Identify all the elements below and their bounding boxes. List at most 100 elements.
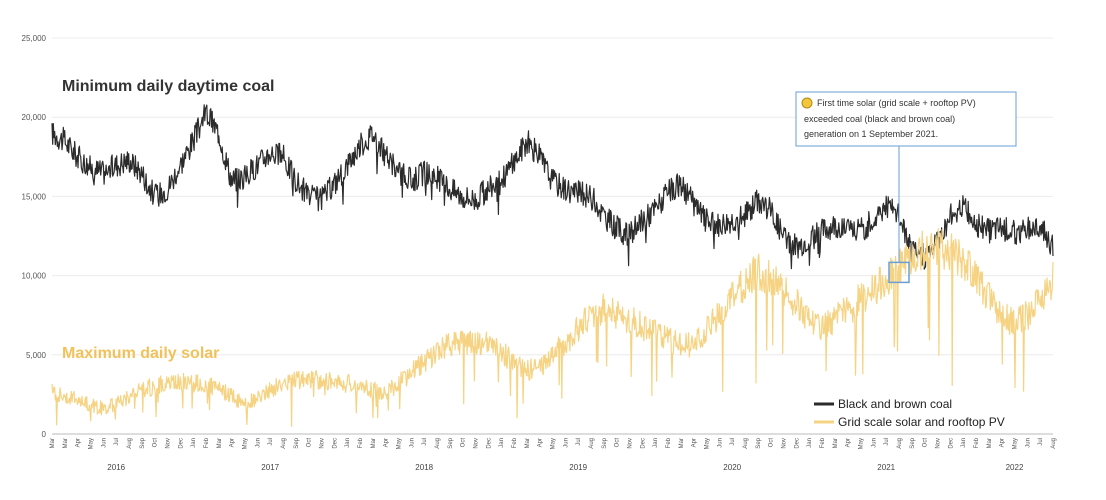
- x-tick-label: Nov: [166, 438, 172, 449]
- x-tick-label: Mar: [63, 438, 69, 448]
- x-tick-label: Nov: [936, 438, 942, 449]
- x-tick-label: May: [1013, 438, 1019, 449]
- x-tick-label: Jan: [191, 438, 197, 448]
- x-axis: Mar Mar Apr May Jun Jul Aug Sep Oct Nov Dec Jan Feb M…: [50, 433, 1057, 472]
- y-tick-label: 0: [42, 430, 47, 439]
- x-tick-label: Feb: [358, 437, 364, 448]
- x-tick-label: May: [705, 438, 711, 449]
- x-tick-label: Sep: [910, 437, 916, 448]
- year-label: 2018: [415, 463, 433, 472]
- x-tick-label: Oct: [461, 438, 467, 448]
- x-tick-label: Apr: [230, 438, 236, 447]
- x-tick-label: Jan: [345, 438, 351, 448]
- x-tick-label: Jan: [653, 438, 659, 448]
- year-label: 2016: [107, 463, 125, 472]
- x-tick-label: Dec: [486, 438, 492, 449]
- year-label: 2019: [569, 463, 587, 472]
- x-tick-label: Sep: [448, 437, 454, 448]
- y-tick-label: 5,000: [26, 351, 47, 360]
- x-tick-label: Oct: [769, 438, 775, 448]
- x-tick-label: Feb: [974, 437, 980, 448]
- x-tick-label: May: [551, 438, 557, 449]
- x-tick-label: Jun: [1025, 438, 1031, 448]
- series-lines: [51, 104, 1054, 427]
- x-tick-label: Jun: [255, 438, 261, 448]
- legend-label-solar: Grid scale solar and rooftop PV: [838, 415, 1005, 429]
- x-tick-label: Mar: [217, 438, 223, 448]
- x-tick-label: Aug: [897, 438, 903, 449]
- year-label: 2020: [723, 463, 741, 472]
- x-tick-label: Aug: [589, 438, 595, 449]
- x-tick-label: Nov: [628, 438, 634, 449]
- annotation: First time solar (grid scale + rooftop P…: [795, 91, 1017, 284]
- x-tick-label: Feb: [666, 437, 672, 448]
- x-tick-label: Jan: [961, 438, 967, 448]
- x-tick-label: Dec: [948, 438, 954, 449]
- series-line-coal: [51, 104, 1054, 270]
- x-tick-label: Mar: [371, 438, 377, 448]
- x-tick-label: Jan: [807, 438, 813, 448]
- x-tick-label: Oct: [923, 438, 929, 448]
- x-tick-label: Apr: [384, 438, 390, 447]
- x-tick-label: Dec: [178, 438, 184, 449]
- y-tick-label: 10,000: [22, 272, 47, 281]
- x-tick-label: Oct: [153, 438, 159, 448]
- x-tick-label: May: [243, 438, 249, 449]
- x-tick-label: Jun: [101, 438, 107, 448]
- x-tick-label: Jun: [409, 438, 415, 448]
- x-tick-label: Nov: [474, 438, 480, 449]
- series-line-solar: [51, 228, 1054, 427]
- x-tick-label: Mar: [50, 438, 56, 448]
- annotation-line-3: generation on 1 September 2021.: [804, 129, 938, 139]
- x-tick-label: May: [859, 438, 865, 449]
- year-label: 2017: [261, 463, 279, 472]
- y-tick-label: 20,000: [22, 113, 47, 122]
- x-tick-label: May: [89, 438, 95, 449]
- x-tick-label: Sep: [756, 437, 762, 448]
- y-tick-label: 15,000: [22, 192, 47, 201]
- x-tick-label: Jul: [114, 438, 120, 446]
- x-tick-label: Feb: [204, 437, 210, 448]
- annotation-line-2: exceeded coal (black and brown coal): [804, 114, 955, 124]
- x-tick-label: Jul: [422, 438, 428, 446]
- x-tick-label: Nov: [782, 438, 788, 449]
- x-tick-label: Sep: [602, 437, 608, 448]
- x-tick-label: Sep: [140, 437, 146, 448]
- annotation-line-1: First time solar (grid scale + rooftop P…: [817, 98, 976, 108]
- x-tick-label: Feb: [820, 437, 826, 448]
- x-tick-label: Aug: [127, 438, 133, 449]
- sun-icon: [801, 97, 813, 109]
- year-label: 2022: [1006, 463, 1024, 472]
- x-tick-label: Jan: [499, 438, 505, 448]
- x-tick-label: Mar: [987, 438, 993, 448]
- x-tick-label: Apr: [1000, 438, 1006, 447]
- x-tick-label: Oct: [307, 438, 313, 448]
- legend: Black and brown coal Grid scale solar an…: [814, 397, 1005, 429]
- annotation-box: [795, 91, 1017, 147]
- x-tick-label: Aug: [435, 438, 441, 449]
- x-tick-label: Jul: [576, 438, 582, 446]
- legend-label-coal: Black and brown coal: [838, 397, 952, 411]
- x-tick-label: Jul: [884, 438, 890, 446]
- y-tick-label: 25,000: [22, 34, 47, 43]
- x-tick-label: Mar: [679, 438, 685, 448]
- coal-series-title: Minimum daily daytime coal: [62, 78, 275, 95]
- x-tick-label: Oct: [615, 438, 621, 448]
- x-tick-label: Aug: [743, 438, 749, 449]
- x-tick-label: Feb: [512, 437, 518, 448]
- x-tick-label: Jul: [1038, 438, 1044, 446]
- crossover-marker: [888, 261, 910, 284]
- x-tick-label: Jun: [717, 438, 723, 448]
- x-tick-label: Jun: [563, 438, 569, 448]
- x-tick-label: Jun: [871, 438, 877, 448]
- x-tick-label: Sep: [294, 437, 300, 448]
- x-tick-label: Apr: [846, 438, 852, 447]
- x-tick-label: Nov: [320, 438, 326, 449]
- x-tick-label: Dec: [794, 438, 800, 449]
- x-tick-label: Apr: [76, 438, 82, 447]
- x-tick-label: Apr: [538, 438, 544, 447]
- x-tick-label: Aug: [1051, 438, 1057, 449]
- year-label: 2021: [877, 463, 895, 472]
- x-tick-label: Mar: [525, 438, 531, 448]
